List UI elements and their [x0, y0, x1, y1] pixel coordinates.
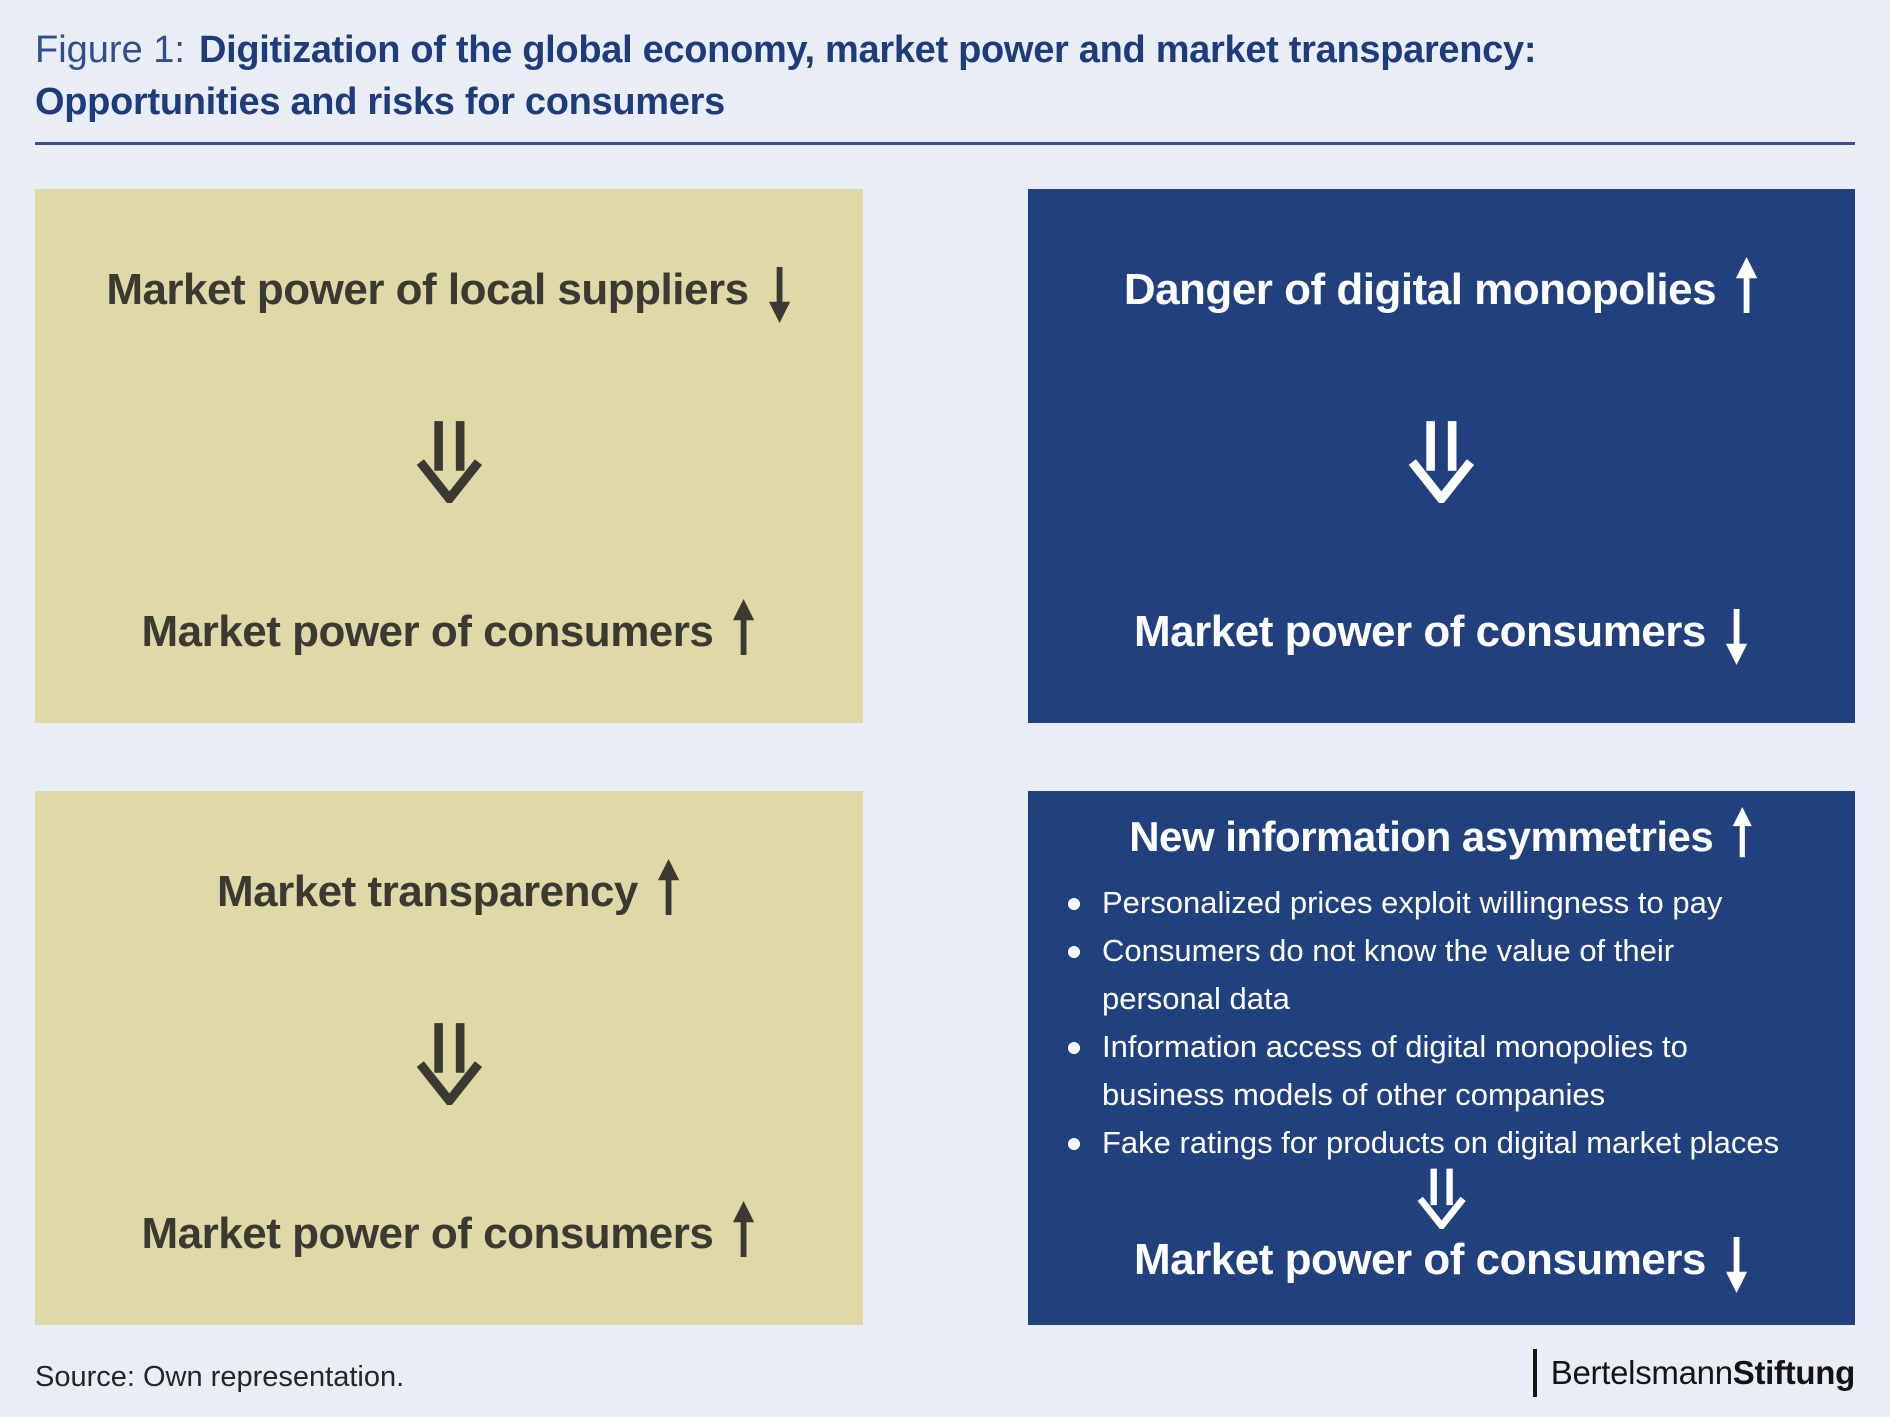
double-down-arrow-icon — [416, 419, 483, 503]
figure-title-line2: Opportunities and risks for consumers — [35, 81, 725, 123]
double-down-arrow-icon — [1408, 419, 1475, 503]
box-top-statement: Danger of digital monopolies — [1123, 257, 1759, 319]
box-bottom-statement: Market power of consumers — [1134, 603, 1749, 665]
logo-bar-icon — [1532, 1349, 1537, 1397]
statement-label: Market power of local suppliers — [106, 265, 749, 314]
bullet-icon — [1068, 898, 1080, 910]
arrow-down-icon — [767, 265, 792, 323]
bullet-line: Personalized prices exploit willingness … — [1102, 885, 1723, 920]
bullet-text: Information access of digital monopolies… — [1102, 1023, 1688, 1119]
double-down-arrow-icon — [416, 1021, 483, 1105]
list-item: Personalized prices exploit willingness … — [1068, 879, 1837, 927]
double-down-arrow-icon — [1417, 1167, 1466, 1229]
title-divider — [35, 142, 1855, 145]
statement-label: Market power of consumers — [1134, 607, 1706, 656]
logo-text-stiftung: Stiftung — [1732, 1354, 1856, 1391]
statement-label: Danger of digital monopolies — [1123, 265, 1717, 314]
bullet-icon — [1068, 1042, 1080, 1054]
bullet-line: business models of other companies — [1102, 1077, 1606, 1112]
bullet-text: Personalized prices exploit willingness … — [1102, 879, 1722, 927]
box-bottom-statement: Market power of consumers — [141, 599, 757, 661]
arrow-up-icon — [1731, 807, 1754, 859]
list-item: Consumers do not know the value of their… — [1068, 927, 1837, 1023]
box-title: New information asymmetries — [1129, 807, 1754, 863]
figure-footer: Source: Own representation. Bertelsmann … — [0, 1325, 1890, 1417]
box-bottom-statement: Market power of consumers — [1134, 1231, 1749, 1293]
box-bottom-statement: Market power of consumers — [141, 1201, 757, 1263]
bullet-icon — [1068, 946, 1080, 958]
bertelsmann-stiftung-logo: Bertelsmann Stiftung — [1532, 1349, 1856, 1397]
statement-label: Market power of consumers — [141, 607, 714, 656]
figure-number-label: Figure 1: — [35, 29, 185, 71]
statement-label: Market transparency — [216, 867, 638, 916]
arrow-up-icon — [1734, 257, 1759, 315]
bullet-line: Consumers do not know the value of their — [1102, 933, 1675, 968]
bullet-line: personal data — [1102, 981, 1290, 1016]
bullet-line: Fake ratings for products on digital mar… — [1102, 1125, 1780, 1160]
statement-label: Market power of consumers — [1134, 1235, 1706, 1284]
bullet-text: Consumers do not know the value of their… — [1102, 927, 1674, 1023]
asymmetry-bullet-list: Personalized prices exploit willingness … — [1046, 879, 1837, 1167]
figure-title-text: Digitization of the global economy, mark… — [198, 29, 1537, 71]
box-danger-digital-monopolies: Danger of digital monopolies Market powe… — [1028, 189, 1855, 723]
bullet-icon — [1068, 1138, 1080, 1150]
figure-title-line1: Figure 1: Digitization of the global econ… — [35, 24, 1855, 76]
list-item: Information access of digital monopolies… — [1068, 1023, 1837, 1119]
arrow-up-icon — [731, 599, 756, 657]
bullet-line: Information access of digital monopolies… — [1102, 1029, 1688, 1064]
box-market-power-local-suppliers: Market power of local suppliers Market p… — [35, 189, 863, 723]
arrow-down-icon — [1724, 1235, 1749, 1293]
list-item: Fake ratings for products on digital mar… — [1068, 1119, 1837, 1167]
box-new-information-asymmetries: New information asymmetries Personalized… — [1028, 791, 1855, 1325]
figure-title: Figure 1: Digitization of the global econ… — [0, 0, 1890, 128]
source-note: Source: Own representation. — [35, 1361, 405, 1393]
logo-text-bertelsmann: Bertelsmann — [1550, 1354, 1733, 1391]
arrow-up-icon — [656, 859, 681, 917]
box-top-statement: Market power of local suppliers — [106, 261, 791, 323]
bullet-text: Fake ratings for products on digital mar… — [1102, 1119, 1779, 1167]
arrow-up-icon — [731, 1201, 756, 1259]
box-market-transparency: Market transparency Market power of cons… — [35, 791, 863, 1325]
statement-label: Market power of consumers — [141, 1209, 714, 1258]
arrow-down-icon — [1724, 607, 1749, 665]
statement-label: New information asymmetries — [1129, 813, 1714, 860]
box-top-statement: Market transparency — [216, 859, 681, 921]
figure-quadrant-grid: Market power of local suppliers Market p… — [35, 189, 1855, 1325]
